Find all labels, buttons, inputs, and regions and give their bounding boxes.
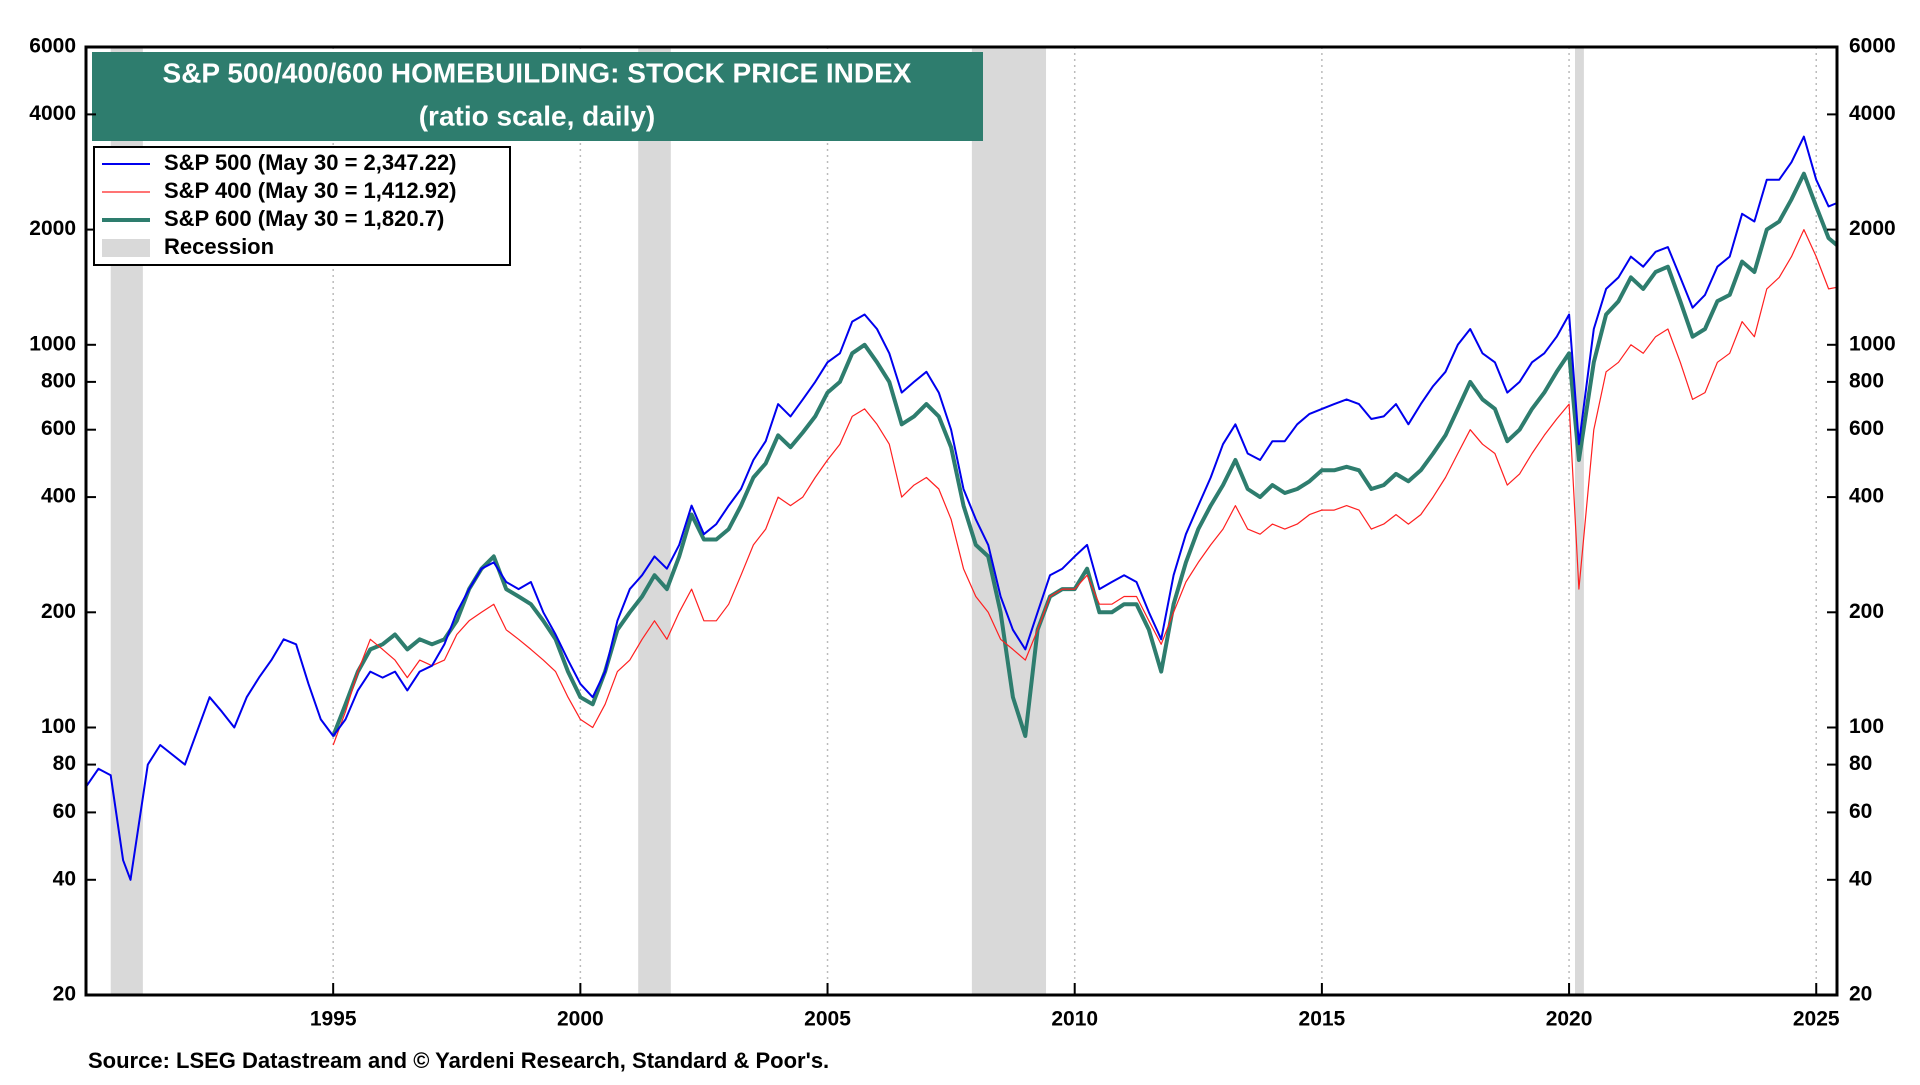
- legend-label: S&P 600 (May 30 = 1,820.7): [164, 206, 444, 231]
- y-tick-label: 4000: [1849, 102, 1896, 125]
- y-tick-label: 1000: [29, 332, 76, 355]
- x-tick-label: 2015: [1299, 1008, 1346, 1031]
- y-tick-label: 400: [41, 485, 76, 508]
- x-tick-label: 2000: [557, 1008, 604, 1031]
- y-tick-label: 80: [53, 752, 76, 775]
- source: Source: LSEG Datastream and © Yardeni Re…: [88, 1048, 829, 1073]
- recession-band: [971, 47, 1047, 995]
- y-tick-label: 100: [1849, 715, 1884, 738]
- legend-label: Recession: [164, 234, 274, 259]
- y-tick-label: 800: [1849, 369, 1884, 392]
- y-tick-label: 6000: [29, 35, 76, 58]
- y-tick-label: 1000: [1849, 332, 1896, 355]
- y-tick-label: 4000: [29, 102, 76, 125]
- y-tick-label: 20: [53, 983, 76, 1006]
- series-line: [85, 135, 1838, 881]
- y-tick-label: 20: [1849, 983, 1872, 1006]
- y-tick-label: 100: [41, 715, 76, 738]
- legend-box: [93, 146, 511, 266]
- plot-frame: [84, 45, 1839, 997]
- plot-front: S&P 500/400/600 HOMEBUILDING: STOCK PRIC…: [29, 35, 1895, 1073]
- x-tick-label: 1995: [310, 1008, 357, 1031]
- x-tick-label: 2020: [1546, 1008, 1593, 1031]
- x-tick-label: 2010: [1051, 1008, 1098, 1031]
- series-line: [332, 229, 1838, 746]
- y-tick-label: 600: [41, 417, 76, 440]
- y-tick-label: 200: [41, 600, 76, 623]
- x-tick-label: 2025: [1793, 1008, 1840, 1031]
- title-box: [92, 52, 983, 141]
- plot-lines: [85, 135, 1839, 881]
- recession-band: [638, 47, 671, 995]
- recession-band: [1574, 47, 1584, 995]
- y-tick-label: 600: [1849, 417, 1884, 440]
- y-tick-label: 400: [1849, 485, 1884, 508]
- legend-swatch: [102, 239, 150, 257]
- y-tick-label: 40: [1849, 867, 1872, 890]
- y-tick-label: 2000: [1849, 217, 1896, 240]
- y-tick-label: 60: [1849, 800, 1872, 823]
- legend-label: S&P 500 (May 30 = 2,347.22): [164, 150, 457, 175]
- y-tick-label: 6000: [1849, 35, 1896, 58]
- y-tick-label: 60: [53, 800, 76, 823]
- y-tick-label: 200: [1849, 600, 1884, 623]
- y-tick-label: 2000: [29, 217, 76, 240]
- x-tick-label: 2005: [804, 1008, 851, 1031]
- series-line: [331, 171, 1839, 738]
- y-tick-label: 40: [53, 867, 76, 890]
- y-tick-label: 800: [41, 369, 76, 392]
- y-tick-label: 80: [1849, 752, 1872, 775]
- legend-label: S&P 400 (May 30 = 1,412.92): [164, 178, 457, 203]
- chart-subtitle: (ratio scale, daily): [419, 100, 656, 131]
- chart-title: S&P 500/400/600 HOMEBUILDING: STOCK PRIC…: [163, 57, 912, 88]
